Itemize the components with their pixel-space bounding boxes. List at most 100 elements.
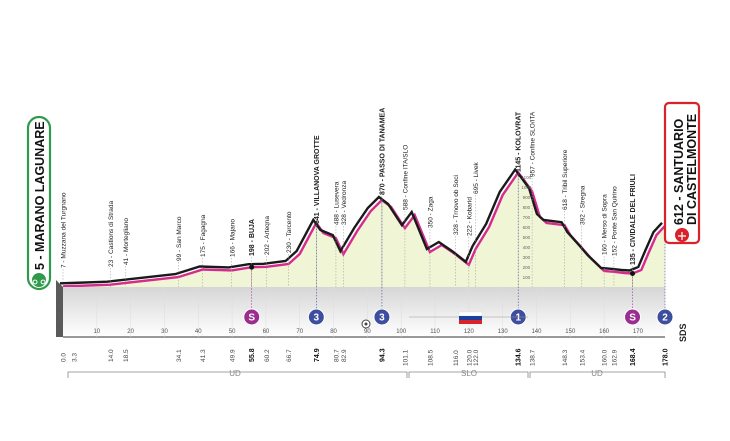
feed-zone-icon [361,319,371,329]
elevation-scale-label: 900 [523,195,531,200]
ruler-tick-label: 50 [229,329,236,335]
profile-ridge [59,167,663,285]
waypoint-label: 152 - Ponte San Quirino [611,186,618,256]
waypoint-label: 1145 - KOLOVRAT [516,111,523,172]
waypoint-label: 41 - Mortegliano [123,218,130,265]
elevation-scale-label: 300 [523,255,531,260]
finish-label-line1: 612 - SANTUARIO [672,118,686,225]
waypoint-label: 488 - Lusevera [333,181,340,225]
marker-label: 3 [379,313,385,324]
elevation-scale-label: 500 [523,235,531,240]
waypoint-label: 99 - San Marco [176,216,183,261]
start-badge: 5 - MARANO LAGUNARE [26,115,52,291]
ruler-tick-label: 160 [599,329,610,335]
kom-marker: 2 [656,225,674,326]
ruler-tick-label: 140 [531,329,542,335]
waypoint-km: 14.0 [108,349,115,362]
ruler-tick-label: 10 [93,329,100,335]
ruler-tick-label: 80 [330,329,337,335]
waypoint-label: 222 - Kobarid [466,197,473,236]
waypoint-label: 230 - Tarcento [286,211,293,253]
waypoint-km: 55.8 [249,348,256,362]
ruler-tick-label: 70 [296,329,303,335]
waypoint-km: 49.9 [229,349,236,362]
finish-badge: 612 - SANTUARIO DI CASTELMONTE [663,101,701,245]
waypoint-label: 7 - Muzzana del Turgnano [61,192,68,268]
waypoint-label: 957 - Confine SLO/ITA [530,111,537,177]
waypoint-km: 138.7 [530,349,537,366]
ruler-tick-label: 120 [464,329,475,335]
waypoint-km: 134.6 [516,348,523,366]
waypoint-km: 168.4 [630,348,637,366]
waypoint-km: 18.5 [123,349,130,362]
waypoint-km: 120.0 [466,349,473,366]
ruler-tick-label: 110 [430,329,440,335]
waypoint-label: 198 - BUJA [249,219,256,256]
ruler-tick-label: 150 [565,329,576,335]
waypoint-km: 116.0 [453,350,460,366]
waypoint-label: 175 - Fagagna [200,214,207,257]
ruler-tick-label: 30 [161,329,168,335]
waypoint-km: 3.3 [72,353,79,362]
waypoint-label: 328 - Trnovo ob Soci [453,175,460,235]
elevation-scale-label: 1000 [521,185,532,190]
waypoint-label: 641 - VILLANOVA GROTTE [314,135,321,224]
kom-marker: 3 [307,222,325,326]
waypoint-label: 166 - Majano [229,219,236,257]
waypoint-km: 148.3 [562,349,569,366]
waypoint-km: 178.0 [663,348,670,366]
elevation-scale-label: 600 [523,225,531,230]
waypoint-label: 588 - Confine ITA/SLO [402,145,409,210]
waypoint-km: 74.9 [314,348,321,362]
marker-label: 1 [515,313,521,324]
marker-label: 3 [314,313,320,324]
ruler-tick-label: 20 [127,329,134,335]
ruler-tick-label: 60 [263,329,270,335]
elevation-scale-label: 400 [523,245,531,250]
waypoint-km: 153.4 [579,349,586,366]
finish-label-line2: DI CASTELMONTE [685,114,699,225]
waypoint-km: 34.1 [176,349,183,362]
waypoint-km: 160.0 [602,349,609,366]
profile-side [56,280,63,337]
profile-ground [63,287,665,337]
waypoint-label: 695 - Livek [473,161,480,194]
ruler-tick-label: 100 [396,329,407,335]
elevation-scale-label: 200 [523,265,531,270]
region-label-2: SLO [461,369,477,378]
waypoint-km: 122.0 [473,349,480,366]
waypoint-label: 202 - Arteqna [264,216,271,255]
waypoint-km: 108.5 [427,349,434,366]
elevation-scale-label: 100 [523,275,531,280]
region-label-1: UD [229,369,241,378]
kom-marker: 3 [373,200,391,326]
ruler-tick-label: 40 [195,329,202,335]
marker-label: 2 [662,313,668,324]
ruler-tick-label: 130 [498,329,509,335]
start-label: 5 - MARANO LAGUNARE [33,121,47,270]
waypoint-km: 82.9 [341,349,348,362]
elevation-scale-label: 700 [523,215,531,220]
slovenia-flag-icon [409,311,528,324]
waypoint-label: 618 - Tribil Superiore [562,149,569,210]
waypoint-label: 160 - Merso di Sopra [602,194,609,255]
marker-label: S [629,313,636,324]
profile-area [63,172,665,287]
ruler-tick-label: 90 [364,329,371,335]
waypoint-label: 23 - Castions di Strada [108,200,115,267]
waypoint-km: 80.7 [333,349,340,362]
elevation-scale-label: 800 [523,205,531,210]
ruler-tick-label: 170 [633,329,644,335]
marker-label: S [248,313,255,324]
region-label-3: UD [591,369,603,378]
waypoint-km: 0.0 [61,353,68,362]
waypoint-label: 135 - CIVIDALE DEL FRIULI [630,174,637,265]
waypoint-label: 350 - Zaga [427,196,434,228]
waypoint-km: 94.3 [379,348,386,362]
region-brackets [67,371,666,378]
waypoint-km: 41.3 [200,349,207,362]
sprint-marker: S [243,264,261,326]
elevation-scale-label: 1100 [521,175,531,180]
waypoint-label: 870 - PASSO DI TANAMEA [379,108,386,195]
